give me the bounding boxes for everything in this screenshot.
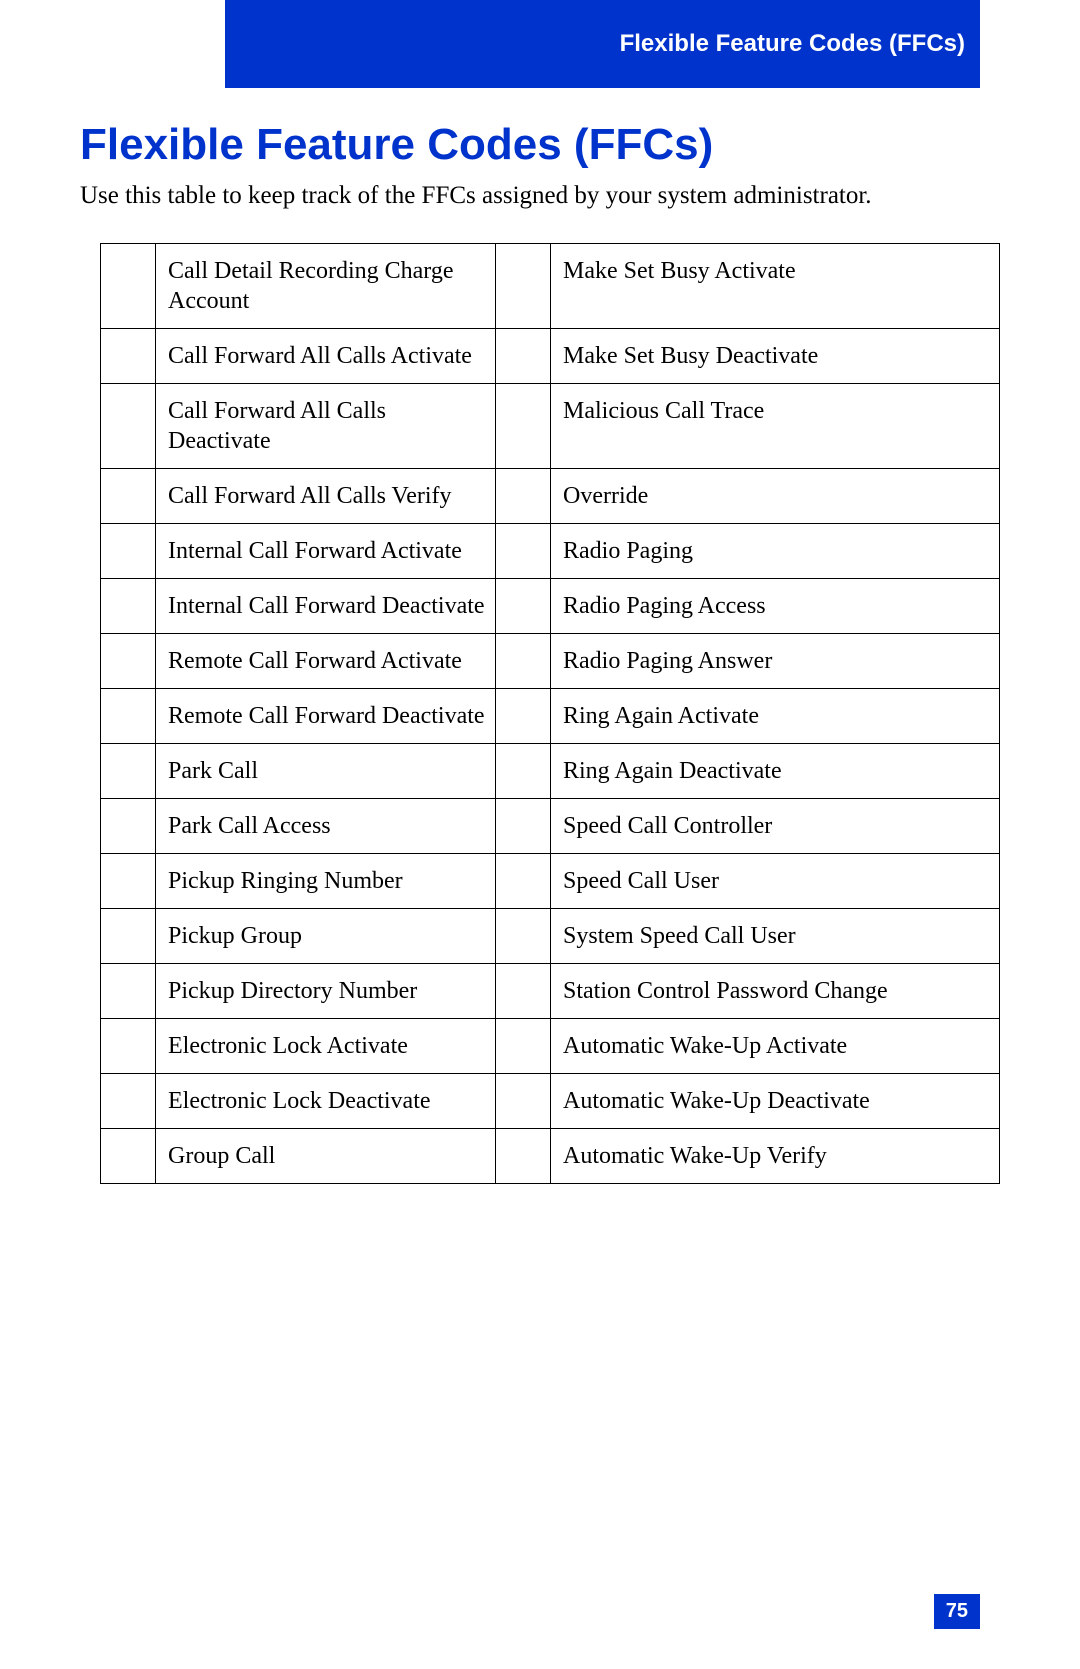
code-cell-right — [496, 383, 551, 468]
table-row: Call Forward All Calls Verify Override — [101, 468, 1000, 523]
feature-cell-left: Electronic Lock Activate — [156, 1018, 496, 1073]
table-row: Call Forward All Calls Deactivate Malicio… — [101, 383, 1000, 468]
feature-cell-left: Remote Call Forward Activate — [156, 633, 496, 688]
code-cell-left — [101, 1018, 156, 1073]
feature-cell-right: Radio Paging Answer — [551, 633, 1000, 688]
code-cell-left — [101, 688, 156, 743]
table-row: Internal Call Forward Activate Radio Pagi… — [101, 523, 1000, 578]
feature-cell-right: Automatic Wake-Up Activate — [551, 1018, 1000, 1073]
code-cell-right — [496, 468, 551, 523]
feature-cell-right: Radio Paging Access — [551, 578, 1000, 633]
table-row: Internal Call Forward Deactivate Radio Pa… — [101, 578, 1000, 633]
code-cell-left — [101, 743, 156, 798]
feature-cell-left: Park Call Access — [156, 798, 496, 853]
feature-cell-right: Automatic Wake-Up Deactivate — [551, 1073, 1000, 1128]
feature-cell-left: Internal Call Forward Activate — [156, 523, 496, 578]
code-cell-left — [101, 523, 156, 578]
code-cell-right — [496, 963, 551, 1018]
table-row: Call Detail Recording Charge Account Make… — [101, 243, 1000, 328]
table-row: Pickup Ringing Number Speed Call User — [101, 853, 1000, 908]
code-cell-left — [101, 243, 156, 328]
table-row: Remote Call Forward Activate Radio Paging… — [101, 633, 1000, 688]
code-cell-right — [496, 633, 551, 688]
header-band: Flexible Feature Codes (FFCs) — [225, 0, 980, 88]
code-cell-right — [496, 688, 551, 743]
code-cell-right — [496, 243, 551, 328]
feature-cell-left: Pickup Ringing Number — [156, 853, 496, 908]
feature-cell-right: Override — [551, 468, 1000, 523]
feature-cell-left: Pickup Group — [156, 908, 496, 963]
code-cell-right — [496, 1073, 551, 1128]
code-cell-left — [101, 1128, 156, 1183]
table-row: Group Call Automatic Wake-Up Verify — [101, 1128, 1000, 1183]
page-number: 75 — [934, 1594, 980, 1629]
feature-cell-left: Electronic Lock Deactivate — [156, 1073, 496, 1128]
running-title: Flexible Feature Codes (FFCs) — [620, 30, 965, 58]
feature-cell-right: System Speed Call User — [551, 908, 1000, 963]
feature-cell-right: Speed Call Controller — [551, 798, 1000, 853]
table-row: Remote Call Forward Deactivate Ring Again… — [101, 688, 1000, 743]
code-cell-right — [496, 578, 551, 633]
feature-cell-right: Malicious Call Trace — [551, 383, 1000, 468]
content-area: Flexible Feature Codes (FFCs) Use this t… — [80, 110, 980, 1184]
table-row: Pickup Group System Speed Call User — [101, 908, 1000, 963]
code-cell-left — [101, 578, 156, 633]
code-cell-left — [101, 1073, 156, 1128]
document-page: Flexible Feature Codes (FFCs) Flexible F… — [0, 0, 1080, 1669]
code-cell-right — [496, 1128, 551, 1183]
code-cell-right — [496, 1018, 551, 1073]
table-row: Call Forward All Calls Activate Make Set … — [101, 328, 1000, 383]
feature-cell-left: Group Call — [156, 1128, 496, 1183]
feature-cell-right: Make Set Busy Deactivate — [551, 328, 1000, 383]
intro-paragraph: Use this table to keep track of the FFCs… — [80, 180, 980, 213]
feature-cell-right: Ring Again Deactivate — [551, 743, 1000, 798]
code-cell-left — [101, 908, 156, 963]
code-cell-left — [101, 798, 156, 853]
code-cell-right — [496, 523, 551, 578]
table-row: Electronic Lock Activate Automatic Wake-U… — [101, 1018, 1000, 1073]
code-cell-right — [496, 908, 551, 963]
table-row: Park Call Access Speed Call Controller — [101, 798, 1000, 853]
code-cell-right — [496, 328, 551, 383]
page-title: Flexible Feature Codes (FFCs) — [80, 120, 980, 170]
code-cell-left — [101, 853, 156, 908]
feature-cell-left: Internal Call Forward Deactivate — [156, 578, 496, 633]
feature-cell-right: Ring Again Activate — [551, 688, 1000, 743]
feature-cell-left: Call Forward All Calls Deactivate — [156, 383, 496, 468]
table-row: Pickup Directory Number Station Control P… — [101, 963, 1000, 1018]
table-row: Park Call Ring Again Deactivate — [101, 743, 1000, 798]
ffc-table-body: Call Detail Recording Charge Account Make… — [101, 243, 1000, 1183]
feature-cell-left: Call Forward All Calls Activate — [156, 328, 496, 383]
feature-cell-left: Call Forward All Calls Verify — [156, 468, 496, 523]
feature-cell-right: Automatic Wake-Up Verify — [551, 1128, 1000, 1183]
feature-cell-right: Station Control Password Change — [551, 963, 1000, 1018]
feature-cell-left: Pickup Directory Number — [156, 963, 496, 1018]
code-cell-left — [101, 963, 156, 1018]
feature-cell-right: Radio Paging — [551, 523, 1000, 578]
code-cell-left — [101, 328, 156, 383]
feature-cell-right: Make Set Busy Activate — [551, 243, 1000, 328]
code-cell-right — [496, 743, 551, 798]
feature-cell-left: Remote Call Forward Deactivate — [156, 688, 496, 743]
feature-cell-left: Park Call — [156, 743, 496, 798]
code-cell-left — [101, 633, 156, 688]
code-cell-right — [496, 798, 551, 853]
code-cell-right — [496, 853, 551, 908]
code-cell-left — [101, 468, 156, 523]
ffc-table: Call Detail Recording Charge Account Make… — [100, 243, 1000, 1184]
code-cell-left — [101, 383, 156, 468]
table-row: Electronic Lock Deactivate Automatic Wake… — [101, 1073, 1000, 1128]
feature-cell-right: Speed Call User — [551, 853, 1000, 908]
feature-cell-left: Call Detail Recording Charge Account — [156, 243, 496, 328]
